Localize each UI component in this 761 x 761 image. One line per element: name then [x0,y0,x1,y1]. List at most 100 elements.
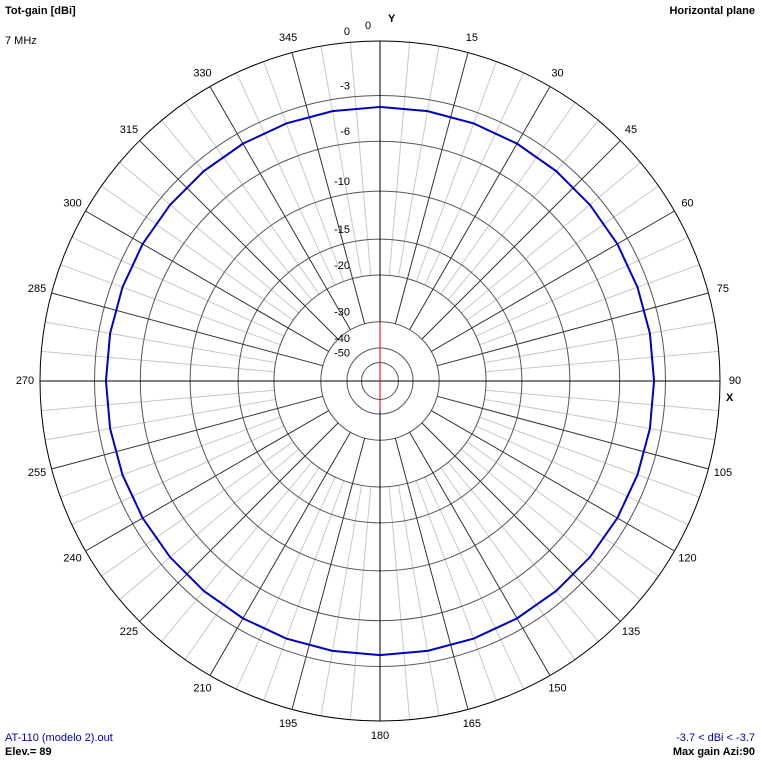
minor-spoke [460,448,641,600]
minor-spoke [484,321,715,364]
angle-label: 240 [63,552,81,564]
max-gain-label: Max gain Azi:90 [673,746,755,758]
angle-label: 30 [551,67,563,79]
minor-spoke [485,350,719,373]
spoke [421,422,621,622]
elevation-label: Elev.= 89 [5,746,52,758]
r-tick-label: -50 [334,347,350,359]
angle-label: 15 [466,32,478,44]
spoke [437,292,709,367]
minor-spoke [447,461,599,642]
spoke [51,395,323,470]
spoke [291,438,366,710]
minor-spoke [415,480,497,701]
minor-spoke [475,425,689,526]
spoke [209,86,351,330]
minor-spoke [349,486,372,720]
r-tick-label: -30 [334,307,350,319]
minor-spoke [235,72,336,286]
minor-spoke [424,476,525,690]
minor-spoke [466,185,659,321]
angle-label: 0 [365,20,371,32]
pattern-line [104,105,656,657]
spoke [291,52,366,324]
chart-title: Tot-gain [dBi] [5,5,76,17]
minor-spoke [466,441,659,577]
minor-spoke [60,416,281,498]
angle-label: 180 [371,730,389,742]
minor-spoke [119,448,300,600]
r-tick-label: -20 [334,260,350,272]
angle-label: 195 [279,718,297,730]
minor-spoke [263,61,345,282]
angle-label: 150 [548,682,566,694]
angle-label: 345 [279,32,297,44]
range-label: -3.7 < dBi < -3.7 [676,732,755,744]
angle-label: 60 [681,197,693,209]
minor-spoke [415,61,497,282]
minor-spoke [475,236,689,337]
minor-spoke [388,486,411,720]
r-tick-label: -15 [334,224,350,236]
minor-spoke [184,102,320,295]
spoke [409,86,551,330]
minor-spoke [161,461,313,642]
angle-label: 315 [120,124,138,136]
minor-spoke [388,42,411,276]
minor-spoke [349,42,372,276]
minor-spoke [60,264,281,346]
minor-spoke [101,185,294,321]
spoke [85,410,329,552]
spoke [421,140,621,340]
x-axis-label: X [726,392,734,404]
minor-spoke [460,162,641,314]
minor-spoke [119,162,300,314]
minor-spoke [440,102,576,295]
minor-spoke [479,416,700,498]
angle-label: 120 [678,552,696,564]
minor-spoke [184,467,320,660]
minor-spoke [397,485,440,716]
angle-label: 105 [714,467,732,479]
spoke [85,210,329,352]
minor-spoke [397,46,440,277]
spoke [394,52,469,324]
minor-spoke [101,441,294,577]
minor-spoke [161,120,313,301]
angle-label: 300 [63,197,81,209]
spoke [431,410,675,552]
minor-spoke [71,425,285,526]
minor-spoke [424,72,525,286]
minor-spoke [263,480,345,701]
spoke [139,422,339,622]
minor-spoke [484,398,715,441]
angle-label: 165 [463,718,481,730]
r-tick-label: 0 [344,26,350,38]
spoke [409,432,551,676]
minor-spoke [485,389,719,412]
series-name: AT-110 (modelo 2).out [5,732,113,744]
minor-spoke [320,485,363,716]
spoke [394,438,469,710]
minor-spoke [440,467,576,660]
r-tick-label: -40 [334,333,350,345]
r-tick-label: -10 [334,176,350,188]
minor-spoke [235,476,336,690]
plane-label: Horizontal plane [669,5,755,17]
spoke [209,432,351,676]
angle-label: 330 [193,67,211,79]
angle-label: 45 [625,124,637,136]
y-axis-label: Y [388,13,396,25]
minor-spoke [71,236,285,337]
angle-label: 210 [193,682,211,694]
r-tick-label: -6 [340,126,350,138]
minor-spoke [41,389,275,412]
angle-label: 135 [622,626,640,638]
r-tick-label: -3 [340,80,350,92]
spoke [139,140,339,340]
spoke [437,395,709,470]
angle-label: 285 [28,283,46,295]
angle-label: 75 [717,283,729,295]
angle-label: 255 [28,467,46,479]
